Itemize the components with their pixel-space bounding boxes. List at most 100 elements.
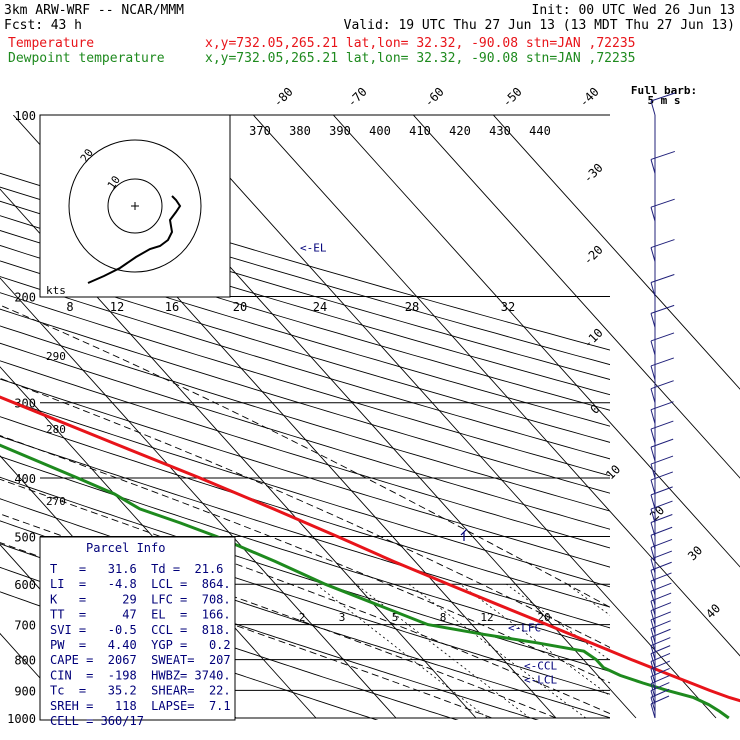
- moist-adiabat-line: [0, 513, 557, 719]
- pressure-label: 300: [14, 397, 36, 411]
- isotherm-label: 30: [685, 543, 705, 563]
- pressure-label: 800: [14, 654, 36, 668]
- valid-time: Valid: 19 UTC Thu 27 Jun 13 (13 MDT Thu …: [344, 18, 735, 33]
- parcel-info-frame: [39, 536, 236, 721]
- wind-barb-flag: [650, 652, 671, 662]
- isotherm-label: -10: [581, 326, 606, 351]
- theta-labels: 370 380 390 400 410 420 430 440 290 280 270: [46, 124, 551, 508]
- wind-barb: [650, 703, 656, 719]
- dry-adiabat-line: [0, 276, 610, 460]
- barb-legend-title: Full barb:: [631, 84, 697, 97]
- mixing-ratio-line: [408, 583, 587, 719]
- dry-adiabat-line: [0, 308, 610, 494]
- wind-barb: [650, 628, 656, 643]
- mixing-ratio-label: 32: [501, 300, 515, 314]
- wind-barb-flag: [650, 357, 674, 367]
- level-marker-label: <-CCL: [524, 659, 557, 672]
- wind-barb: [650, 619, 656, 634]
- wind-barb-flag: [650, 667, 670, 677]
- theta-e-label: 440: [529, 124, 551, 138]
- isotherm-label: -30: [581, 161, 606, 186]
- dry-adiabat-line: [0, 397, 610, 588]
- barb-legend-units: 5 m s: [647, 94, 680, 107]
- wind-barb-flag: [650, 611, 672, 621]
- dry-adiabat-line: [0, 215, 610, 396]
- level-markers: <-EL <-LFC <-CCL <-LCL: [300, 242, 557, 687]
- mixing-ratio-label: 12: [110, 300, 124, 314]
- mixing-ratio-label: 8: [440, 611, 447, 624]
- theta-e-label: 430: [489, 124, 511, 138]
- mixing-ratio-label: 24: [313, 300, 327, 314]
- wind-barb: [650, 365, 656, 381]
- theta-e-label: 380: [289, 124, 311, 138]
- wind-barb: [650, 282, 656, 297]
- wind-barb: [650, 313, 656, 328]
- wind-barb-flag: [650, 92, 676, 102]
- wind-barb: [650, 637, 656, 652]
- parcel-info-row: SREH = 118 LAPSE= 7.1: [50, 699, 231, 713]
- wind-barb: [650, 535, 656, 550]
- parcel-info-box: Parcel Info T = 31.6 Td = 21.6LI = -4.8 …: [39, 536, 236, 728]
- hodograph: 10 20 kts: [39, 114, 231, 298]
- wind-barb: [650, 697, 656, 712]
- isotherm-line: [172, 115, 717, 719]
- model-title: 3km ARW-WRF -- NCAR/MMM: [4, 3, 184, 18]
- theta-e-label: 420: [449, 124, 471, 138]
- wind-barb: [650, 661, 656, 676]
- dry-adiabat-line: [0, 230, 610, 411]
- wind-barb-flag: [650, 682, 670, 692]
- dry-adiabat-line: [0, 566, 459, 720]
- theta-e-label: 370: [249, 124, 271, 138]
- dry-adiabat-line: [0, 244, 610, 427]
- mixing-ratio-label: 20: [233, 300, 247, 314]
- wind-barb: [650, 463, 656, 479]
- wind-barb: [650, 591, 656, 606]
- pressure-label: 1000: [7, 712, 36, 726]
- wind-barb-flag: [650, 628, 671, 638]
- wind-barb: [650, 207, 656, 222]
- theta-label: 280: [46, 423, 66, 436]
- wind-barb: [650, 159, 656, 174]
- wind-barb: [650, 447, 656, 462]
- wind-barb: [650, 653, 656, 668]
- fcst-label: Fcst:: [4, 18, 43, 33]
- isotherm-label: -70: [345, 85, 370, 110]
- wind-barb: [650, 580, 656, 596]
- wind-barb: [650, 690, 656, 705]
- isotherm-line: [412, 115, 740, 479]
- wind-barbs: [650, 92, 676, 719]
- wind-barb-flag: [650, 572, 672, 582]
- wind-barb: [650, 247, 656, 262]
- wind-barb: [650, 645, 656, 660]
- dewpoint-trace: [0, 443, 730, 720]
- wind-barb-flag: [650, 582, 672, 592]
- parcel-info-title: Parcel Info: [86, 541, 165, 555]
- parcel-info-row: CELL = 360/17: [50, 714, 144, 728]
- theta-label: 270: [46, 495, 66, 508]
- isotherm-line: [0, 188, 477, 719]
- temperature-trace: [0, 395, 740, 703]
- dewpoint-legend: Dewpoint temperature: [8, 51, 165, 66]
- isotherm-line: [252, 115, 740, 657]
- pressure-label: 400: [14, 472, 36, 486]
- temperature-legend: Temperature: [8, 36, 94, 51]
- wind-barb-flag: [650, 675, 670, 685]
- isotherm-label: -20: [581, 243, 606, 268]
- wind-barb-flag: [650, 660, 671, 670]
- wind-barb-flag: [650, 401, 674, 411]
- wind-barb-flag: [650, 645, 671, 655]
- isotherm-line: [0, 277, 397, 719]
- parcel-info-row: LI = -4.8 LCL = 864.: [50, 577, 231, 591]
- mixing-ratio-line: [355, 583, 530, 719]
- wind-barb: [650, 409, 656, 424]
- fcst-value: 43 h: [51, 18, 82, 33]
- isotherm-label: -80: [271, 85, 296, 110]
- parcel-info-row: TT = 47 EL = 166.: [50, 608, 231, 622]
- dry-adiabat-line: [0, 260, 610, 443]
- isotherm-label: 10: [603, 462, 623, 482]
- hodograph-origin: [131, 202, 139, 210]
- dry-adiabat-line: [0, 416, 610, 608]
- pressure-label: 700: [14, 619, 36, 633]
- parcel-info-row: K = 29 LFC = 708.: [50, 592, 231, 606]
